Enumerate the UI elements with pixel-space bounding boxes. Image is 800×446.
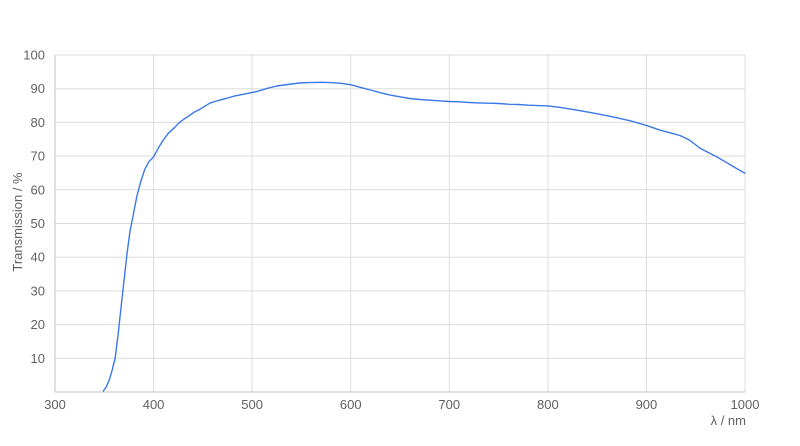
transmission-series-line	[102, 81, 746, 392]
tick-labels: 300 400 500 600 700 800 900 1000 10 20 30 40 50 60 70 8…	[23, 48, 759, 413]
x-tick-label: 1000	[731, 397, 760, 412]
x-tick-label: 400	[143, 397, 165, 412]
x-tick-label: 500	[241, 397, 263, 412]
gridlines	[54, 54, 746, 392]
x-tick-label: 600	[340, 397, 362, 412]
x-axis-title: λ / nm	[711, 413, 746, 428]
y-tick-label: 40	[31, 250, 45, 265]
y-tick-label: 70	[31, 149, 45, 164]
y-tick-label: 50	[31, 216, 45, 231]
y-tick-label: 90	[31, 81, 45, 96]
x-tick-label: 700	[438, 397, 460, 412]
x-tick-label: 800	[537, 397, 559, 412]
series-group	[102, 81, 746, 392]
y-tick-label: 30	[31, 283, 45, 298]
x-tick-label: 300	[44, 397, 66, 412]
y-tick-label: 80	[31, 115, 45, 130]
y-tick-label: 100	[23, 48, 45, 63]
axis-lines	[54, 55, 745, 393]
y-tick-label: 10	[31, 351, 45, 366]
y-axis-title: Transmission / %	[10, 172, 25, 272]
y-tick-label: 20	[31, 317, 45, 332]
x-tick-label: 900	[636, 397, 658, 412]
y-tick-label: 60	[31, 182, 45, 197]
